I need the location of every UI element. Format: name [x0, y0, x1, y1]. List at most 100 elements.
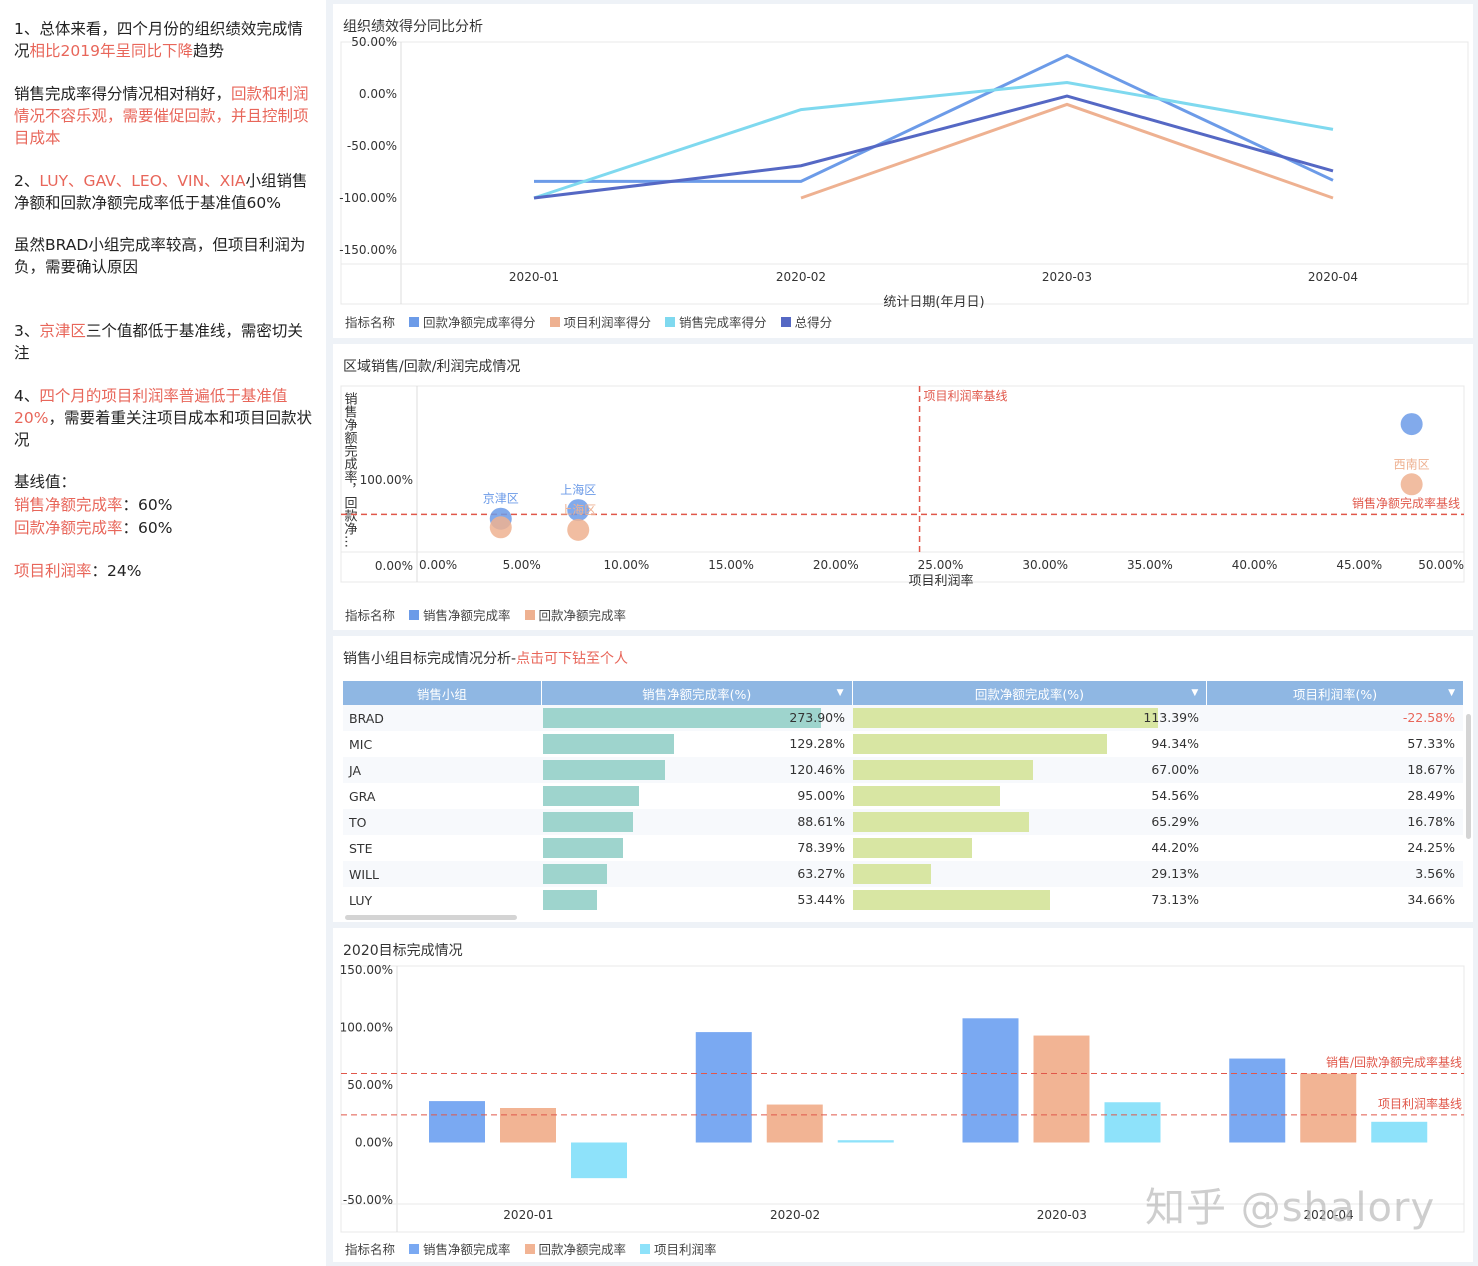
sales-cell: 63.27%	[541, 861, 851, 887]
x-tick-label: 40.00%	[1232, 558, 1278, 572]
col-profit[interactable]: 项目利润率(%) ▼	[1207, 681, 1463, 705]
sales-bar	[543, 812, 633, 832]
note-text: 趋势	[192, 42, 224, 60]
legend-swatch	[409, 316, 420, 327]
baseline-label: 项目利润率	[14, 562, 92, 580]
legend-item[interactable]: 总得分	[780, 312, 832, 331]
note-text: 销售完成率得分情况相对稍好，	[14, 85, 232, 103]
group-cell[interactable]: TO	[349, 814, 367, 830]
legend-item[interactable]: 回款净额完成率	[524, 1239, 626, 1258]
bar	[1033, 1035, 1090, 1143]
table-body: BRAD 273.90% 113.39% -22.58% MIC 129.28% 94.34…	[343, 705, 1463, 913]
table-row[interactable]: JA 120.46% 67.00% 18.67%	[343, 757, 1463, 783]
profit-value: 34.66%	[1407, 892, 1455, 907]
sort-down-icon[interactable]: ▼	[1191, 688, 1199, 698]
series-line	[800, 102, 1334, 200]
collect-value: 54.56%	[1151, 788, 1199, 803]
table-row[interactable]: GRA 95.00% 54.56% 28.49%	[343, 783, 1463, 809]
legend-item[interactable]: 销售净额完成率	[409, 605, 511, 624]
x-tick-label: 20.00%	[813, 558, 859, 572]
title-text: 销售小组目标完成情况分析-	[343, 651, 517, 667]
table-row[interactable]: BRAD 273.90% 113.39% -22.58%	[343, 705, 1463, 731]
plot-frame	[340, 965, 1465, 1233]
horizontal-scrollbar[interactable]	[345, 915, 517, 920]
sales-value: 95.00%	[797, 788, 845, 803]
x-tick-label: 2020-04	[1304, 1208, 1354, 1222]
legend-item[interactable]: 项目利润率得分	[549, 312, 651, 331]
line-chart[interactable]: 50.00% 0.00% -50.00% -100.00% -150.00% 2020-0…	[333, 34, 1473, 334]
x-tick-label: 45.00%	[1336, 558, 1382, 572]
legend: 指标名称 回款净额完成率得分 项目利润率得分 销售完成率得分 总得分	[345, 312, 832, 331]
legend: 指标名称 销售净额完成率 回款净额完成率 项目利润率	[345, 1239, 717, 1258]
sort-down-icon[interactable]: ▼	[836, 688, 844, 698]
table-row[interactable]: MIC 129.28% 94.34% 57.33%	[343, 731, 1463, 757]
legend-item[interactable]: 回款净额完成率得分	[409, 312, 536, 331]
x-tick-label: 5.00%	[503, 558, 541, 572]
group-cell[interactable]: LUY	[349, 892, 373, 908]
sort-down-icon[interactable]: ▼	[1448, 688, 1455, 698]
legend-item[interactable]: 销售净额完成率	[409, 1239, 511, 1258]
x-tick-label: 25.00%	[918, 558, 964, 572]
drilldown-hint[interactable]: 点击可下钻至个人	[516, 651, 629, 667]
x-axis-title: 项目利润率	[908, 573, 973, 589]
sales-value: 273.90%	[789, 710, 845, 725]
group-cell[interactable]: JA	[349, 762, 362, 778]
vertical-scrollbar[interactable]	[1466, 714, 1471, 839]
sales-value: 88.61%	[797, 814, 845, 829]
profit-value: -22.58%	[1402, 710, 1455, 725]
point-label: 上海区	[560, 502, 596, 517]
legend-swatch	[549, 316, 560, 327]
col-group[interactable]: 销售小组	[343, 681, 542, 705]
group-cell[interactable]: WILL	[349, 866, 379, 882]
note-highlight: 四个月的项目利润率普遍低于基准值20%	[14, 387, 288, 427]
col-sales[interactable]: 销售净额完成率(%) ▼	[542, 681, 853, 705]
sales-cell: 78.39%	[541, 835, 851, 861]
plot-frame	[340, 385, 1465, 583]
bar	[695, 1032, 752, 1143]
col-collect[interactable]: 回款净额完成率(%) ▼	[853, 681, 1208, 705]
sales-value: 53.44%	[797, 892, 845, 907]
collect-bar	[853, 890, 1050, 910]
col-label: 回款净额完成率(%)	[974, 686, 1084, 702]
y-tick-label: 150.00%	[340, 963, 393, 977]
panel-title: 2020目标完成情况	[343, 943, 463, 959]
collect-cell: 113.39%	[851, 705, 1205, 731]
baseline-label: 销售/回款净额完成率基线	[1326, 1055, 1462, 1070]
scatter-point	[1400, 413, 1423, 436]
note-1: 1、总体来看，四个月份的组织绩效完成情况相比2019年呈同比下降趋势	[14, 18, 316, 62]
group-cell[interactable]: GRA	[349, 788, 376, 804]
legend-label: 项目利润率	[654, 1242, 717, 1257]
baseline-value: ：60%	[122, 496, 173, 514]
bar	[962, 1018, 1019, 1143]
group-cell[interactable]: MIC	[349, 736, 373, 752]
note-6: 4、四个月的项目利润率普遍低于基准值20%，需要着重关注项目成本和项目回款状况	[14, 385, 316, 451]
legend-item[interactable]: 回款净额完成率	[524, 605, 626, 624]
collect-cell: 73.13%	[851, 887, 1205, 913]
scatter-chart[interactable]: 100.00% 0.00% 0.00% 5.00% 10.00% 15.00% 20.00%…	[333, 372, 1473, 622]
baseline-title: 基线值：	[14, 473, 77, 491]
note-2: 销售完成率得分情况相对稍好，回款和利润情况不容乐观，需要催促回款，并且控制项目成…	[14, 83, 316, 149]
point-label: 上海区	[560, 482, 596, 497]
bar-chart[interactable]: 150.00% 100.00% 50.00% 0.00% -50.00% 2020-01 2…	[333, 956, 1473, 1256]
note-highlight: LUY、GAV、LEO、VIN、XIA	[39, 172, 246, 190]
profit-cell: 24.25%	[1205, 835, 1461, 861]
watermark: 知乎 @shalory	[1145, 1185, 1436, 1231]
legend-item[interactable]: 项目利润率	[640, 1239, 717, 1258]
table-row[interactable]: WILL 63.27% 29.13% 3.56%	[343, 861, 1463, 887]
note-5: 3、京津区三个值都低于基准线，需密切关注	[14, 320, 316, 364]
table-row[interactable]: LUY 53.44% 73.13% 34.66%	[343, 887, 1463, 913]
legend-item[interactable]: 销售完成率得分	[665, 312, 767, 331]
collect-value: 44.20%	[1151, 840, 1199, 855]
bar	[766, 1104, 823, 1143]
y-tick-label: 100.00%	[360, 473, 413, 487]
note-text: 2、	[14, 172, 40, 190]
table-row[interactable]: STE 78.39% 44.20% 24.25%	[343, 835, 1463, 861]
group-cell[interactable]: STE	[349, 840, 373, 856]
note-highlight: 回款和利润情况不容乐观，需要催促回款，并且控制项目成本	[14, 85, 309, 147]
series-line	[533, 94, 1334, 200]
y-axis-title: 销售净额完成率，回款净…	[342, 392, 358, 548]
performance-yoy-panel: 组织绩效得分同比分析 50.00% 0.00% -50.00% -100.00% -15…	[333, 4, 1473, 338]
group-cell[interactable]: BRAD	[349, 710, 384, 726]
collect-bar	[853, 708, 1158, 728]
table-row[interactable]: TO 88.61% 65.29% 16.78%	[343, 809, 1463, 835]
